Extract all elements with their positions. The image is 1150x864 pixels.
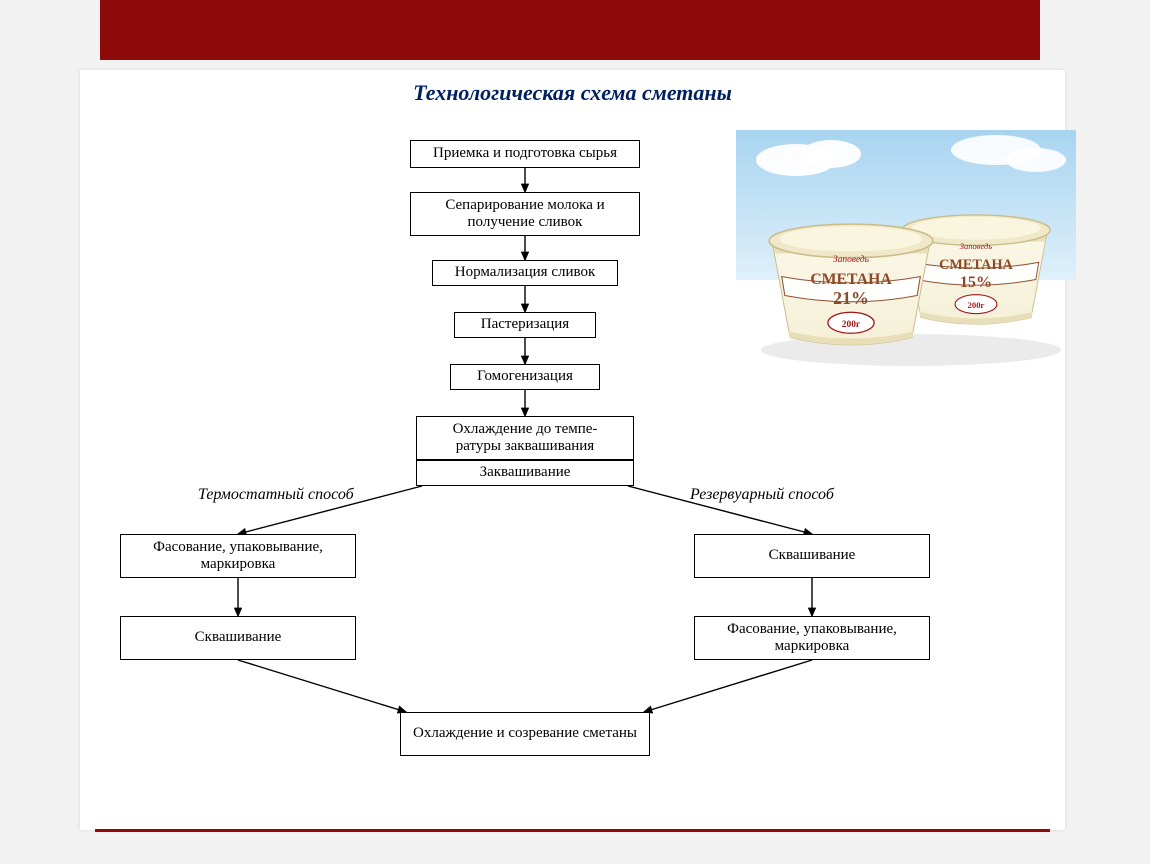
flow-node-l1: Фасование, упаковывание, маркировка [120, 534, 356, 578]
flow-node-n3: Нормализация сливок [432, 260, 618, 286]
bottom-red-line [95, 829, 1050, 832]
flow-node-n5: Гомогенизация [450, 364, 600, 390]
content-panel: Технологическая схема сметаны Приемка и … [80, 70, 1065, 830]
product-photo: СМЕТАНА15%200гЗаповедьСМЕТАНА21%200гЗапо… [736, 130, 1076, 370]
flow-node-r1: Сквашивание [694, 534, 930, 578]
svg-text:200г: 200г [968, 300, 985, 310]
flow-node-l2: Сквашивание [120, 616, 356, 660]
svg-text:СМЕТАНА: СМЕТАНА [810, 271, 892, 288]
flow-node-n6: Охлаждение до темпе- ратуры заквашивания [416, 416, 634, 460]
flow-node-n1: Приемка и подготовка сырья [410, 140, 640, 168]
flow-node-n4: Пастеризация [454, 312, 596, 338]
svg-text:Заповедь: Заповедь [833, 254, 870, 265]
branch-label-left: Термостатный способ [198, 486, 354, 504]
svg-text:СМЕТАНА: СМЕТАНА [939, 257, 1013, 273]
top-red-bar [100, 0, 1040, 60]
page-title: Технологическая схема сметаны [80, 80, 1065, 106]
flow-node-n7: Заквашивание [416, 460, 634, 486]
svg-text:Заповедь: Заповедь [960, 241, 993, 251]
branch-label-right: Резервуарный способ [690, 486, 834, 504]
svg-text:21%: 21% [833, 288, 869, 308]
svg-text:15%: 15% [960, 274, 992, 291]
flow-node-end: Охлаждение и созревание сметаны [400, 712, 650, 756]
flow-node-r2: Фасование, упаковывание, маркировка [694, 616, 930, 660]
flow-node-n2: Сепарирование молока и получение сливок [410, 192, 640, 236]
svg-text:200г: 200г [842, 320, 861, 330]
